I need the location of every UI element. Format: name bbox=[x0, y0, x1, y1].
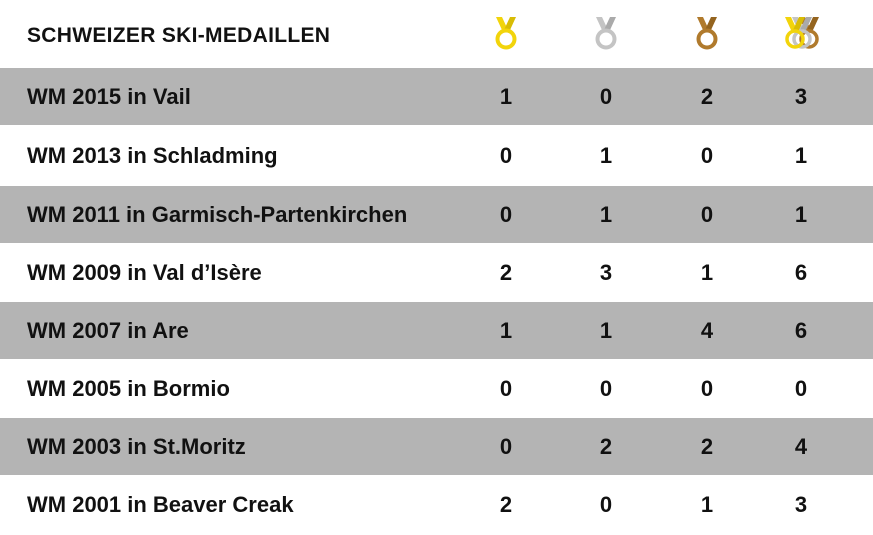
event-name: WM 2007 in Are bbox=[27, 318, 189, 343]
gold-count: 0 bbox=[499, 202, 513, 227]
all-medals-icon bbox=[775, 14, 827, 54]
silver-count: 0 bbox=[599, 376, 613, 401]
silver-count: 3 bbox=[599, 260, 613, 285]
bronze-count: 1 bbox=[700, 260, 714, 285]
silver-count: 1 bbox=[599, 143, 613, 168]
event-name: WM 2015 in Vail bbox=[27, 84, 191, 109]
table-row: WM 2001 in Beaver Creak 2 0 1 3 bbox=[0, 476, 873, 533]
silver-medal-icon bbox=[586, 14, 626, 54]
total-count: 6 bbox=[794, 318, 808, 343]
bronze-count: 0 bbox=[700, 143, 714, 168]
bronze-count: 2 bbox=[700, 84, 714, 109]
silver-count: 1 bbox=[599, 202, 613, 227]
event-name: WM 2003 in St.Moritz bbox=[27, 434, 246, 459]
bronze-count: 0 bbox=[700, 202, 714, 227]
event-name: WM 2005 in Bormio bbox=[27, 376, 230, 401]
total-count: 1 bbox=[794, 202, 808, 227]
bronze-count: 0 bbox=[700, 376, 714, 401]
bronze-count: 2 bbox=[700, 434, 714, 459]
bronze-count: 4 bbox=[700, 318, 714, 343]
silver-count: 0 bbox=[599, 84, 613, 109]
gold-count: 0 bbox=[499, 143, 513, 168]
table-title: SCHWEIZER SKI-MEDAILLEN bbox=[27, 24, 331, 47]
silver-count: 0 bbox=[599, 492, 613, 517]
event-name: WM 2001 in Beaver Creak bbox=[27, 492, 294, 517]
total-count: 0 bbox=[794, 376, 808, 401]
silver-count: 1 bbox=[599, 318, 613, 343]
table-row: WM 2003 in St.Moritz 0 2 2 4 bbox=[0, 418, 873, 475]
total-count: 6 bbox=[794, 260, 808, 285]
table-row: WM 2007 in Are 1 1 4 6 bbox=[0, 302, 873, 359]
event-name: WM 2013 in Schladming bbox=[27, 143, 278, 168]
gold-count: 0 bbox=[499, 376, 513, 401]
total-count: 3 bbox=[794, 492, 808, 517]
gold-count: 2 bbox=[499, 260, 513, 285]
gold-count: 1 bbox=[499, 84, 513, 109]
total-count: 4 bbox=[794, 434, 808, 459]
table-header: SCHWEIZER SKI-MEDAILLEN bbox=[0, 0, 873, 68]
total-count: 3 bbox=[794, 84, 808, 109]
gold-count: 1 bbox=[499, 318, 513, 343]
table-row: WM 2015 in Vail 1 0 2 3 bbox=[0, 68, 873, 125]
table-row: WM 2005 in Bormio 0 0 0 0 bbox=[0, 360, 873, 417]
event-name: WM 2011 in Garmisch-Partenkirchen bbox=[27, 202, 408, 227]
total-count: 1 bbox=[794, 143, 808, 168]
bronze-count: 1 bbox=[700, 492, 714, 517]
table-row: WM 2013 in Schladming 0 1 0 1 bbox=[0, 127, 873, 184]
table-row: WM 2009 in Val d’Isère 2 3 1 6 bbox=[0, 244, 873, 301]
silver-count: 2 bbox=[599, 434, 613, 459]
gold-count: 0 bbox=[499, 434, 513, 459]
gold-count: 2 bbox=[499, 492, 513, 517]
bronze-medal-icon bbox=[687, 14, 727, 54]
gold-medal-icon bbox=[486, 14, 526, 54]
event-name: WM 2009 in Val d’Isère bbox=[27, 260, 262, 285]
table-row: WM 2011 in Garmisch-Partenkirchen 0 1 0 … bbox=[0, 186, 873, 243]
